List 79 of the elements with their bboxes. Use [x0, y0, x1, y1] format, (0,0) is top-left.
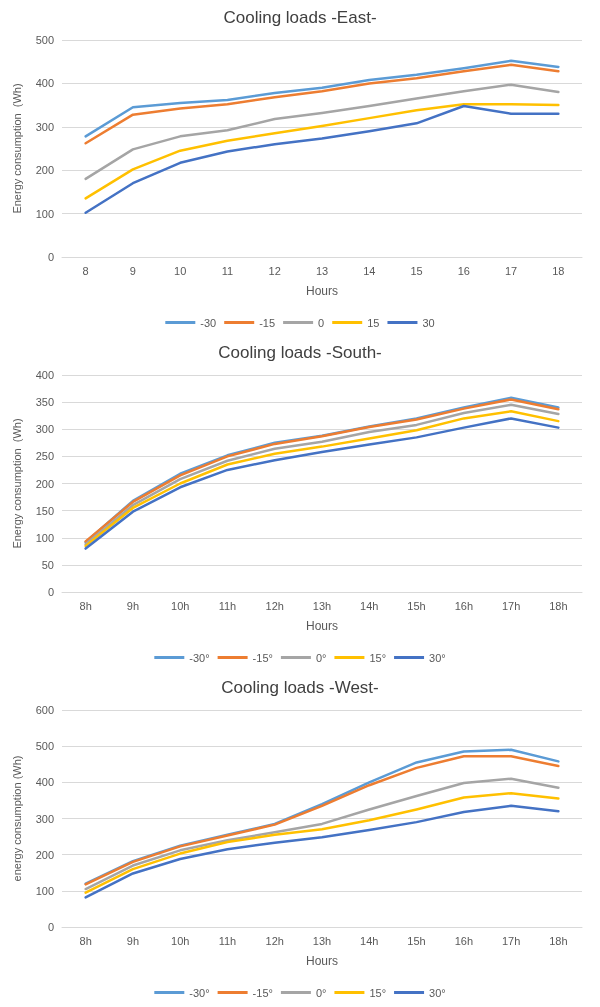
x-tick-label: 9	[129, 264, 136, 277]
legend-label: 0°	[315, 986, 327, 999]
x-axis-title: Hours	[305, 954, 339, 968]
x-tick-label: 11h	[218, 934, 237, 947]
x-tick-label: 15h	[407, 934, 426, 947]
y-axis-title: energy consumption (Wh)	[10, 755, 23, 882]
x-tick-label: 10h	[171, 934, 190, 947]
y-tick-label: 250	[35, 450, 54, 463]
x-axis-title: Hours	[305, 284, 339, 298]
y-tick-label: 100	[35, 531, 54, 544]
x-tick-label: 17h	[501, 599, 521, 612]
x-tick-label: 15h	[407, 599, 426, 612]
y-tick-label: 300	[35, 120, 54, 133]
y-tick-label: 0	[47, 251, 54, 263]
legend-label: 15°	[369, 651, 387, 664]
legend-label: -30°	[189, 651, 210, 664]
x-tick-label: 12	[268, 264, 281, 277]
y-axis-title: Energy consumption (Wh)	[10, 83, 23, 214]
legend-label: 0	[318, 316, 325, 329]
y-tick-label: 300	[35, 812, 54, 825]
y-tick-label: 400	[35, 77, 54, 90]
y-tick-label: 400	[35, 776, 54, 789]
legend-label: -15°	[252, 986, 273, 999]
y-tick-label: 100	[35, 207, 54, 220]
legend-label: 15°	[369, 986, 387, 999]
x-tick-label: 14h	[360, 599, 379, 612]
x-tick-label: 13h	[312, 934, 332, 947]
y-tick-label: 350	[35, 396, 54, 409]
x-tick-label: 13h	[312, 599, 332, 612]
chart-title: Cooling loads -West-	[221, 678, 379, 697]
chart-title: Cooling loads -East-	[223, 8, 377, 27]
x-tick-label: 16	[457, 264, 470, 277]
legend-label: 0°	[315, 651, 327, 664]
x-tick-label: 10	[174, 264, 187, 277]
x-tick-label: 14	[363, 264, 376, 277]
x-tick-label: 18h	[549, 599, 568, 612]
x-tick-label: 18	[552, 264, 565, 277]
x-tick-label: 8h	[79, 934, 92, 947]
y-tick-label: 100	[35, 884, 54, 897]
x-tick-label: 8	[82, 264, 89, 277]
y-tick-label: 200	[35, 477, 54, 490]
legend-label: -15°	[252, 651, 273, 664]
legend-label: -30°	[189, 986, 210, 999]
y-tick-label: 200	[35, 164, 54, 177]
y-tick-label: 0	[47, 586, 54, 598]
x-tick-label: 17h	[501, 934, 521, 947]
y-tick-label: 300	[35, 423, 54, 436]
legend-label: -30	[200, 316, 217, 329]
x-tick-label: 16h	[454, 934, 473, 947]
legend-label: -15	[259, 316, 276, 329]
x-tick-label: 16h	[454, 599, 473, 612]
y-axis-title: Energy consumption (Wh)	[10, 418, 23, 549]
x-tick-label: 11	[221, 264, 234, 277]
y-tick-label: 500	[35, 740, 54, 753]
x-tick-label: 18h	[549, 934, 568, 947]
x-tick-label: 11h	[218, 599, 237, 612]
y-tick-label: 0	[47, 921, 54, 933]
legend-label: 30°	[429, 986, 446, 999]
x-tick-label: 8h	[79, 599, 92, 612]
x-tick-label: 12h	[265, 599, 284, 612]
y-tick-label: 400	[35, 369, 54, 381]
legend-label: 15	[367, 316, 380, 329]
x-axis-title: Hours	[305, 619, 339, 633]
legend-label: 30°	[429, 651, 446, 664]
x-tick-label: 10h	[171, 599, 190, 612]
y-tick-label: 50	[41, 558, 54, 571]
y-tick-label: 500	[35, 34, 54, 46]
x-tick-label: 14h	[360, 934, 379, 947]
x-tick-label: 17	[504, 264, 518, 277]
x-tick-label: 9h	[126, 599, 140, 612]
x-tick-label: 9h	[126, 934, 140, 947]
chart-title: Cooling loads -South-	[218, 343, 382, 362]
y-tick-label: 150	[35, 504, 54, 517]
x-tick-label: 12h	[265, 934, 284, 947]
y-tick-label: 200	[35, 848, 54, 861]
legend-label: 30	[422, 316, 435, 329]
y-tick-label: 600	[35, 704, 54, 716]
x-tick-label: 15	[410, 264, 423, 277]
x-tick-label: 13	[315, 264, 329, 277]
